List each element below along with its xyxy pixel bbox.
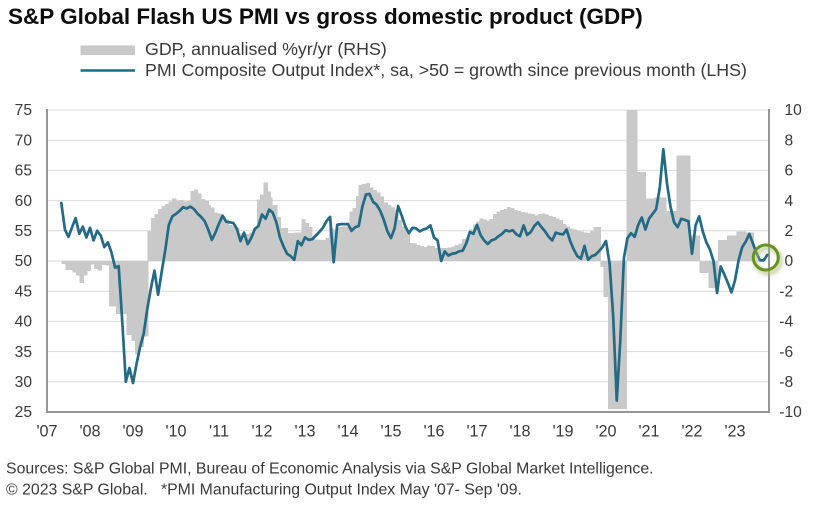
svg-text:40: 40 xyxy=(15,314,33,331)
svg-text:'10: '10 xyxy=(165,423,186,441)
svg-text:'16: '16 xyxy=(423,423,444,441)
svg-text:'09: '09 xyxy=(122,423,143,441)
svg-text:8: 8 xyxy=(785,132,794,149)
svg-text:-2: -2 xyxy=(779,283,793,300)
svg-text:0: 0 xyxy=(785,253,794,270)
svg-text:Sources: S&P Global PMI, Burea: Sources: S&P Global PMI, Bureau of Econo… xyxy=(6,461,654,478)
svg-text:25: 25 xyxy=(15,404,33,421)
svg-text:35: 35 xyxy=(15,344,33,361)
svg-text:75: 75 xyxy=(15,102,33,119)
svg-text:2: 2 xyxy=(785,223,794,240)
svg-text:© 2023 S&P Global. *PMI Manu: © 2023 S&P Global. *PMI Manufacturing Ou… xyxy=(6,482,522,499)
svg-text:PMI Composite Output Index*, s: PMI Composite Output Index*, sa, >50 = g… xyxy=(145,60,747,80)
svg-text:-10: -10 xyxy=(779,404,802,421)
svg-text:'18: '18 xyxy=(509,423,530,441)
svg-text:'17: '17 xyxy=(466,423,487,441)
svg-text:6: 6 xyxy=(785,163,794,180)
svg-text:-4: -4 xyxy=(779,314,793,331)
svg-text:30: 30 xyxy=(15,374,33,391)
svg-text:10: 10 xyxy=(785,102,803,119)
svg-text:55: 55 xyxy=(15,223,33,240)
svg-text:'07: '07 xyxy=(36,423,57,441)
svg-text:-6: -6 xyxy=(779,344,793,361)
svg-text:S&P Global Flash US PMI vs gro: S&P Global Flash US PMI vs gross domesti… xyxy=(8,4,643,29)
svg-text:'23: '23 xyxy=(724,423,745,441)
svg-text:'19: '19 xyxy=(552,423,573,441)
svg-text:'22: '22 xyxy=(681,423,702,441)
svg-text:65: 65 xyxy=(15,163,33,180)
svg-text:-8: -8 xyxy=(779,374,793,391)
svg-text:'20: '20 xyxy=(595,423,616,441)
svg-text:'12: '12 xyxy=(251,423,272,441)
svg-text:GDP, annualised %yr/yr (RHS): GDP, annualised %yr/yr (RHS) xyxy=(145,39,387,59)
svg-text:4: 4 xyxy=(785,193,794,210)
svg-text:70: 70 xyxy=(15,132,33,149)
svg-text:60: 60 xyxy=(15,193,33,210)
svg-text:50: 50 xyxy=(15,253,33,270)
svg-text:'08: '08 xyxy=(79,423,100,441)
svg-text:'11: '11 xyxy=(209,423,229,441)
svg-text:'13: '13 xyxy=(294,423,315,441)
svg-text:'14: '14 xyxy=(337,423,358,441)
svg-text:'21: '21 xyxy=(638,423,659,441)
svg-text:'15: '15 xyxy=(380,423,401,441)
svg-text:45: 45 xyxy=(15,283,33,300)
